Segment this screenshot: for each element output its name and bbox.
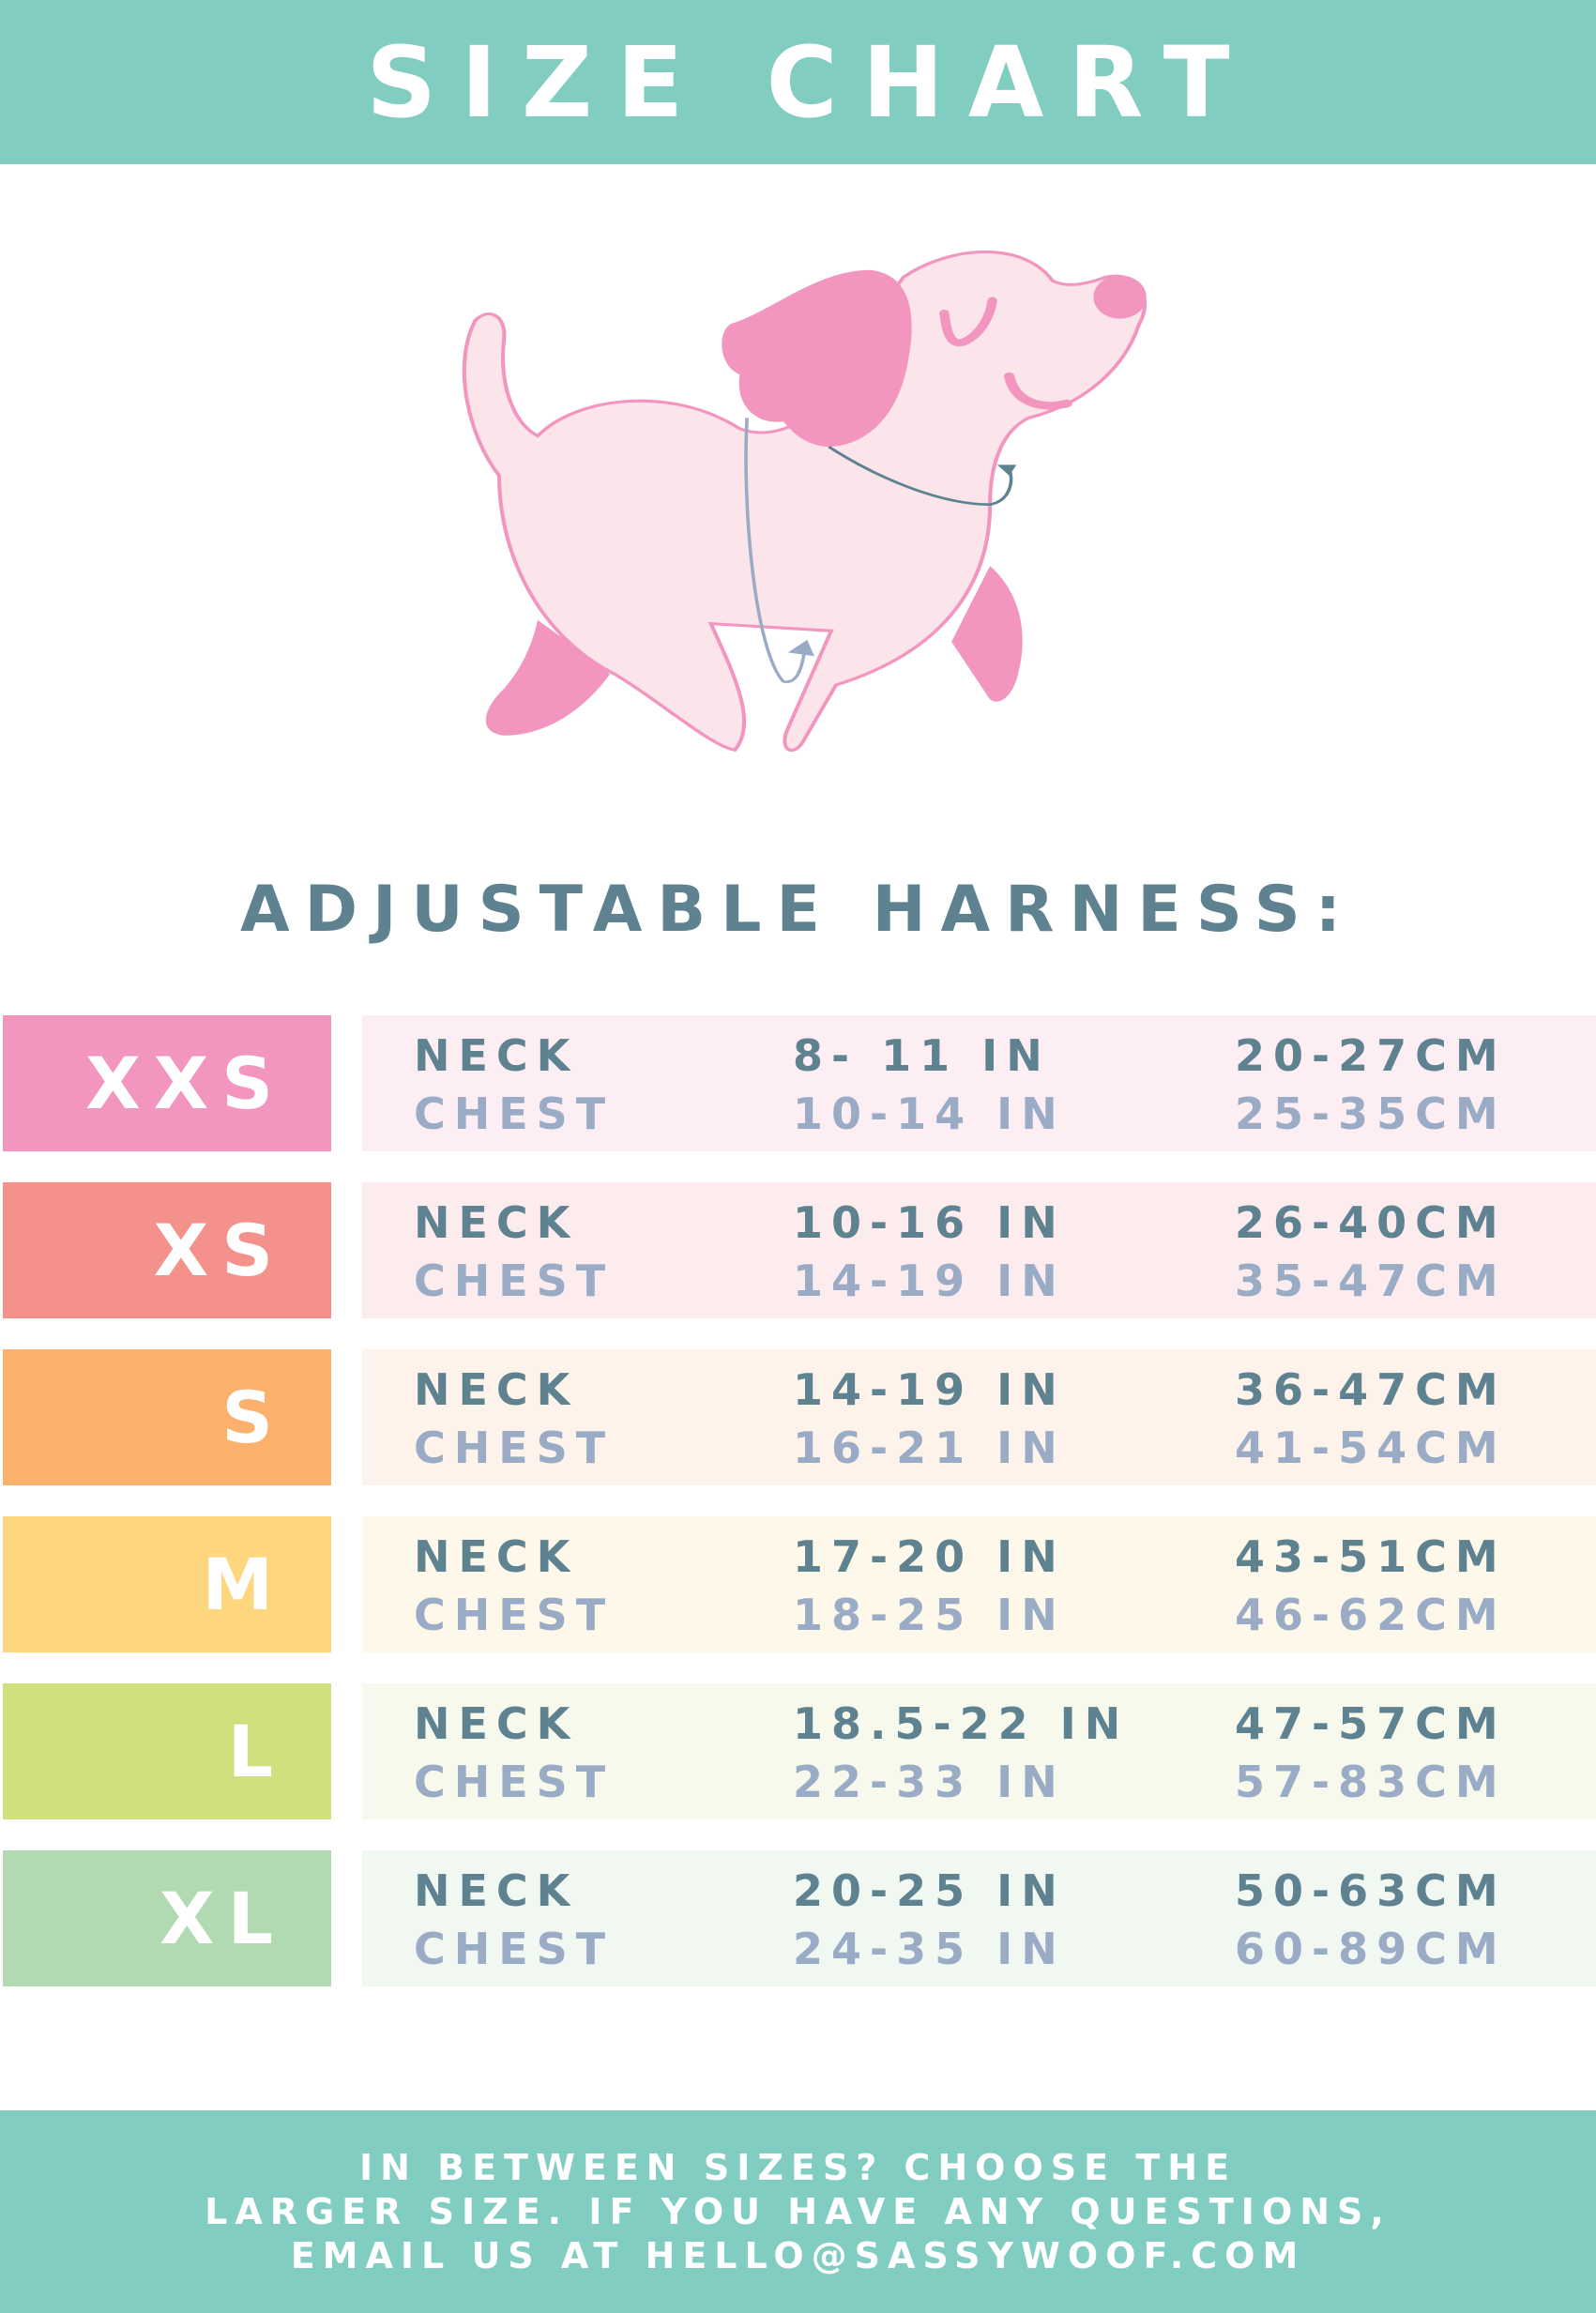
dog-eye bbox=[939, 297, 997, 347]
neck-inches: 18.5-22 IN bbox=[793, 1698, 1130, 1749]
size-row-s: S NECK 14-19 IN 36-47CM CHEST 16-21 IN 4… bbox=[0, 1349, 1596, 1485]
dog-body bbox=[462, 250, 1148, 753]
chest-cm: 46-62CM bbox=[1235, 1590, 1507, 1640]
page-title: SIZE CHART bbox=[366, 24, 1254, 140]
size-measurements: NECK 20-25 IN 50-63CM CHEST 24-35 IN 60-… bbox=[362, 1850, 1596, 1986]
neck-label: NECK bbox=[414, 1531, 579, 1582]
size-label: XL bbox=[3, 1850, 331, 1986]
chest-arrow-icon bbox=[787, 639, 814, 657]
dog-smile bbox=[1004, 372, 1072, 410]
size-label: XXS bbox=[3, 1015, 331, 1151]
size-row-l: L NECK 18.5-22 IN 47-57CM CHEST 22-33 IN… bbox=[0, 1683, 1596, 1819]
neck-cm: 26-40CM bbox=[1235, 1197, 1507, 1248]
chest-cm: 25-35CM bbox=[1235, 1088, 1507, 1139]
chest-inches: 24-35 IN bbox=[793, 1924, 1066, 1974]
neck-arrow-icon bbox=[996, 464, 1017, 476]
size-measurements: NECK 14-19 IN 36-47CM CHEST 16-21 IN 41-… bbox=[362, 1349, 1596, 1485]
neck-measure-line bbox=[828, 446, 1013, 507]
neck-label: NECK bbox=[414, 1364, 579, 1415]
dog-back-leg bbox=[485, 619, 610, 736]
chest-cm: 60-89CM bbox=[1235, 1924, 1507, 1974]
neck-label: NECK bbox=[414, 1865, 579, 1916]
dog-ear bbox=[722, 269, 912, 448]
chest-cm: 57-83CM bbox=[1235, 1757, 1507, 1807]
neck-label: NECK bbox=[414, 1698, 579, 1749]
chest-label: CHEST bbox=[414, 1088, 615, 1139]
neck-inches: 8- 11 IN bbox=[793, 1030, 1051, 1081]
neck-inches: 10-16 IN bbox=[793, 1197, 1066, 1248]
neck-cm: 36-47CM bbox=[1235, 1364, 1507, 1415]
chest-inches: 18-25 IN bbox=[793, 1590, 1066, 1640]
size-row-xs: XS NECK 10-16 IN 26-40CM CHEST 14-19 IN … bbox=[0, 1182, 1596, 1318]
chest-label: CHEST bbox=[414, 1757, 615, 1807]
chest-cm: 35-47CM bbox=[1235, 1255, 1507, 1306]
size-measurements: NECK 10-16 IN 26-40CM CHEST 14-19 IN 35-… bbox=[362, 1182, 1596, 1318]
size-label: M bbox=[3, 1516, 331, 1652]
size-row-xl: XL NECK 20-25 IN 50-63CM CHEST 24-35 IN … bbox=[0, 1850, 1596, 1986]
header-banner: SIZE CHART bbox=[0, 0, 1596, 164]
footer-line: EMAIL US AT HELLO@SASSYWOOF.COM bbox=[290, 2234, 1306, 2276]
neck-label: NECK bbox=[414, 1030, 579, 1081]
section-heading: ADJUSTABLE HARNESS: bbox=[240, 873, 1356, 947]
neck-inches: 20-25 IN bbox=[793, 1865, 1066, 1916]
neck-label: NECK bbox=[414, 1197, 579, 1248]
chest-inches: 16-21 IN bbox=[793, 1423, 1066, 1473]
dog-nose bbox=[1093, 275, 1147, 319]
size-label: S bbox=[3, 1349, 331, 1485]
chest-inches: 22-33 IN bbox=[793, 1757, 1066, 1807]
chest-label: CHEST bbox=[414, 1924, 615, 1974]
neck-inches: 14-19 IN bbox=[793, 1364, 1066, 1415]
size-measurements: NECK 8- 11 IN 20-27CM CHEST 10-14 IN 25-… bbox=[362, 1015, 1596, 1151]
size-row-m: M NECK 17-20 IN 43-51CM CHEST 18-25 IN 4… bbox=[0, 1516, 1596, 1652]
size-row-xxs: XXS NECK 8- 11 IN 20-27CM CHEST 10-14 IN… bbox=[0, 1015, 1596, 1151]
dog-front-leg bbox=[951, 566, 1023, 702]
chest-cm: 41-54CM bbox=[1235, 1423, 1507, 1473]
size-measurements: NECK 18.5-22 IN 47-57CM CHEST 22-33 IN 5… bbox=[362, 1683, 1596, 1819]
chest-label: CHEST bbox=[414, 1590, 615, 1640]
neck-cm: 43-51CM bbox=[1235, 1531, 1507, 1582]
size-measurements: NECK 17-20 IN 43-51CM CHEST 18-25 IN 46-… bbox=[362, 1516, 1596, 1652]
chest-inches: 14-19 IN bbox=[793, 1255, 1066, 1306]
neck-cm: 20-27CM bbox=[1235, 1030, 1507, 1081]
footer-line: IN BETWEEN SIZES? CHOOSE THE bbox=[358, 2146, 1238, 2188]
neck-cm: 47-57CM bbox=[1235, 1698, 1507, 1749]
chest-label: CHEST bbox=[414, 1423, 615, 1473]
footer-banner: IN BETWEEN SIZES? CHOOSE THE LARGER SIZE… bbox=[0, 2110, 1596, 2313]
dog-illustration bbox=[462, 250, 1148, 753]
neck-inches: 17-20 IN bbox=[793, 1531, 1066, 1582]
chest-inches: 10-14 IN bbox=[793, 1088, 1066, 1139]
chest-label: CHEST bbox=[414, 1255, 615, 1306]
neck-cm: 50-63CM bbox=[1235, 1865, 1507, 1916]
size-label: XS bbox=[3, 1182, 331, 1318]
chest-measure-line bbox=[744, 418, 807, 683]
size-label: L bbox=[3, 1683, 331, 1819]
footer-line: LARGER SIZE. IF YOU HAVE ANY QUESTIONS, bbox=[205, 2190, 1391, 2232]
